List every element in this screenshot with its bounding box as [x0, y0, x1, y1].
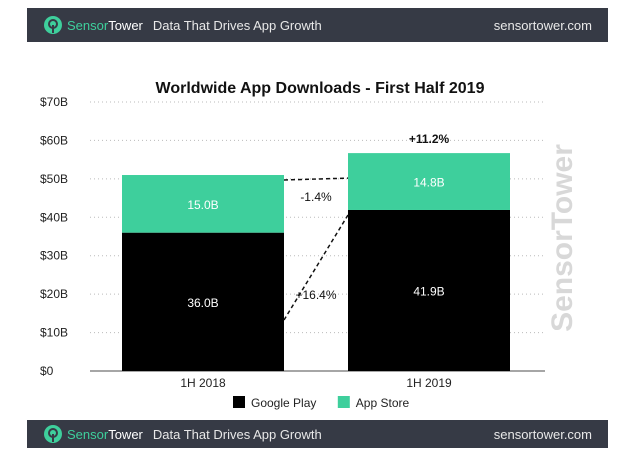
site-link[interactable]: sensortower.com: [493, 17, 592, 33]
legend-label: App Store: [356, 396, 410, 410]
y-tick-label: $40B: [40, 210, 68, 224]
y-tick-label: $10B: [40, 326, 68, 340]
sensortower-logo: Sensor Tower: [43, 15, 143, 35]
y-tick-label: $60B: [40, 133, 68, 147]
y-tick-label: $20B: [40, 287, 68, 301]
header-bar: Sensor Tower Data That Drives App Growth …: [27, 8, 608, 42]
bar-data-label: 14.8B: [413, 176, 444, 190]
brand-sensor: Sensor: [67, 426, 109, 442]
brand-sensor: Sensor: [67, 17, 109, 33]
sensortower-logo-icon: [44, 425, 62, 443]
x-tick-label: 1H 2018: [180, 376, 226, 390]
bar-data-label: 36.0B: [187, 296, 218, 310]
watermark: SensorTower: [546, 144, 579, 332]
sensortower-logo: Sensor Tower: [43, 424, 143, 444]
app-store-change-label: -1.4%: [300, 190, 332, 204]
bar-google-play: [122, 232, 284, 371]
bar-app-store: [348, 153, 510, 210]
legend-label: Google Play: [251, 396, 316, 410]
bar-data-label: 41.9B: [413, 284, 444, 298]
y-tick-label: $50B: [40, 172, 68, 186]
x-tick-label: 1H 2019: [406, 376, 452, 390]
app-store-change-line: [283, 177, 349, 181]
legend-swatch: [233, 396, 245, 408]
bar-google-play: [348, 209, 510, 371]
bar-app-store: [122, 175, 284, 233]
footer-bar: Sensor Tower Data That Drives App Growth …: [27, 420, 608, 448]
bar-data-label: 15.0B: [187, 198, 218, 212]
google-play-change-label: +16.4%: [295, 288, 336, 302]
site-link[interactable]: sensortower.com: [493, 426, 592, 442]
y-tick-label: $0: [40, 364, 54, 378]
brand-tower: Tower: [108, 17, 143, 33]
tagline: Data That Drives App Growth: [152, 17, 322, 33]
sensortower-logo-icon: [44, 16, 62, 34]
tagline: Data That Drives App Growth: [152, 426, 322, 442]
legend-swatch: [337, 396, 350, 408]
brand-tower: Tower: [108, 426, 143, 442]
total-growth-label: +11.2%: [409, 132, 450, 146]
chart-title: Worldwide App Downloads - First Half 201…: [156, 80, 485, 97]
y-tick-label: $30B: [40, 249, 68, 263]
google-play-change-line: [283, 214, 349, 321]
y-tick-label: $70B: [40, 95, 68, 109]
